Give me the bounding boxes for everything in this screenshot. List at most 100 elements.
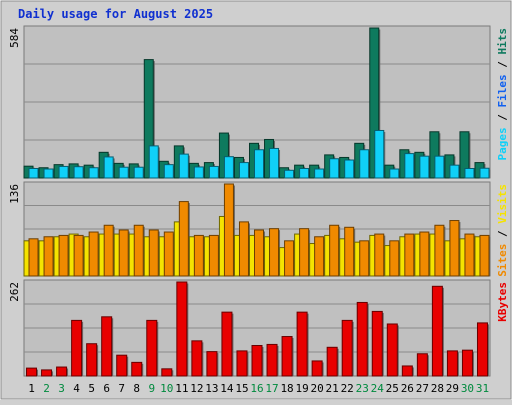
- bar-files-day-21: [329, 158, 340, 179]
- bar-files-day-27: [419, 155, 430, 179]
- legend-sites: Sites: [496, 244, 509, 277]
- bar-files-day-10: [163, 164, 174, 179]
- panel-max-label: 136: [8, 184, 21, 204]
- bar-sites-day-11: [178, 201, 189, 277]
- bar-kbytes-day-17: [266, 343, 278, 377]
- bar-files-day-23: [359, 149, 370, 179]
- bar-files-day-25: [389, 168, 400, 179]
- x-tick-label: 31: [476, 382, 489, 395]
- x-tick-label: 18: [280, 382, 293, 395]
- x-tick-label: 30: [461, 382, 474, 395]
- bar-kbytes-day-26: [401, 365, 413, 377]
- bar-kbytes-day-1: [26, 367, 38, 377]
- x-tick-label: 10: [160, 382, 173, 395]
- x-tick-label: 1: [28, 382, 35, 395]
- x-tick-label: 9: [148, 382, 155, 395]
- x-tick-label: 12: [190, 382, 203, 395]
- panel-legend-label: Sites / Visits: [496, 184, 509, 277]
- x-tick-label: 3: [58, 382, 65, 395]
- bar-kbytes-day-14: [221, 311, 233, 377]
- bar-sites-day-3: [58, 234, 69, 277]
- bar-sites-day-13: [208, 234, 219, 277]
- panel-max-label: 584: [8, 28, 21, 48]
- bar-kbytes-day-7: [116, 354, 128, 377]
- x-tick-label: 5: [88, 382, 95, 395]
- legend-pages: Pages: [496, 127, 509, 160]
- bar-sites-day-20: [314, 236, 325, 277]
- bar-sites-day-26: [404, 233, 415, 277]
- x-tick-label: 23: [356, 382, 369, 395]
- bar-files-day-8: [133, 166, 144, 179]
- bar-files-day-31: [479, 167, 490, 179]
- bar-files-day-2: [43, 168, 54, 179]
- bar-sites-day-23: [359, 240, 370, 277]
- bar-kbytes-day-16: [251, 345, 263, 377]
- bar-sites-day-22: [344, 226, 355, 277]
- x-tick-label: 26: [401, 382, 414, 395]
- x-tick-label: 8: [133, 382, 140, 395]
- bar-files-day-4: [73, 166, 84, 179]
- bar-kbytes-day-3: [56, 366, 68, 377]
- bar-sites-day-12: [193, 234, 204, 277]
- bar-files-day-30: [464, 167, 475, 179]
- bar-files-day-16: [254, 149, 264, 179]
- chart-panels: 584 Pages / Files / Hits 136 Sites / Visits…: [8, 25, 509, 377]
- bar-sites-day-18: [284, 240, 295, 277]
- x-tick-label: 20: [311, 382, 324, 395]
- x-tick-label: 13: [205, 382, 218, 395]
- bar-files-day-24: [374, 129, 385, 179]
- bar-files-day-3: [58, 165, 69, 179]
- bar-kbytes-day-12: [191, 340, 203, 377]
- bar-kbytes-day-22: [341, 319, 353, 377]
- bar-sites-day-8: [133, 224, 144, 277]
- panel-kbytes: 262 KBytes: [8, 279, 509, 377]
- panel-max-label: 262: [8, 282, 21, 302]
- x-tick-label: 7: [118, 382, 125, 395]
- x-tick-label: 4: [73, 382, 80, 395]
- bar-sites-day-21: [329, 224, 340, 277]
- bar-kbytes-day-20: [311, 360, 323, 377]
- bar-files-day-15: [238, 162, 249, 179]
- legend-files: Files: [496, 74, 509, 107]
- x-tick-label: 22: [341, 382, 354, 395]
- bar-sites-day-27: [419, 231, 430, 277]
- bar-files-day-9: [148, 145, 159, 179]
- bar-files-day-11: [178, 153, 189, 179]
- bar-sites-day-17: [269, 228, 280, 277]
- bar-sites-day-28: [434, 224, 445, 277]
- bar-sites-day-4: [73, 234, 84, 277]
- bar-sites-day-29: [449, 220, 460, 277]
- bar-kbytes-day-10: [161, 368, 173, 377]
- bar-kbytes-day-30: [461, 349, 473, 377]
- bar-sites-day-5: [88, 231, 99, 277]
- bar-kbytes-day-27: [416, 353, 428, 377]
- chart-title: Daily usage for August 2025: [18, 7, 213, 21]
- bar-sites-day-10: [163, 231, 174, 277]
- bar-kbytes-day-31: [476, 322, 488, 377]
- panel-hits-files: 584 Pages / Files / Hits: [8, 25, 509, 179]
- bar-kbytes-day-9: [146, 319, 158, 377]
- x-tick-label: 29: [446, 382, 459, 395]
- bar-files-day-5: [88, 167, 99, 179]
- x-tick-label: 11: [175, 382, 188, 395]
- bar-sites-day-9: [148, 229, 159, 277]
- bar-files-day-12: [193, 166, 204, 179]
- x-tick-label: 6: [103, 382, 110, 395]
- x-tick-label: 25: [386, 382, 399, 395]
- bar-kbytes-day-11: [176, 281, 188, 377]
- panel-legend-label: KBytes: [496, 282, 509, 322]
- panel-legend-label: Pages / Files / Hits: [496, 28, 509, 161]
- bar-kbytes-day-28: [431, 285, 443, 377]
- legend-hits: Hits: [496, 28, 509, 55]
- bar-kbytes-day-2: [41, 369, 53, 377]
- bar-sites-day-31: [479, 234, 490, 277]
- bar-kbytes-day-8: [131, 361, 143, 377]
- bar-files-day-20: [314, 168, 325, 179]
- bar-files-day-1: [28, 167, 39, 179]
- bar-kbytes-day-6: [101, 316, 113, 377]
- bar-files-day-14: [223, 156, 234, 179]
- bar-sites-day-1: [28, 238, 39, 277]
- bar-files-day-13: [208, 165, 219, 179]
